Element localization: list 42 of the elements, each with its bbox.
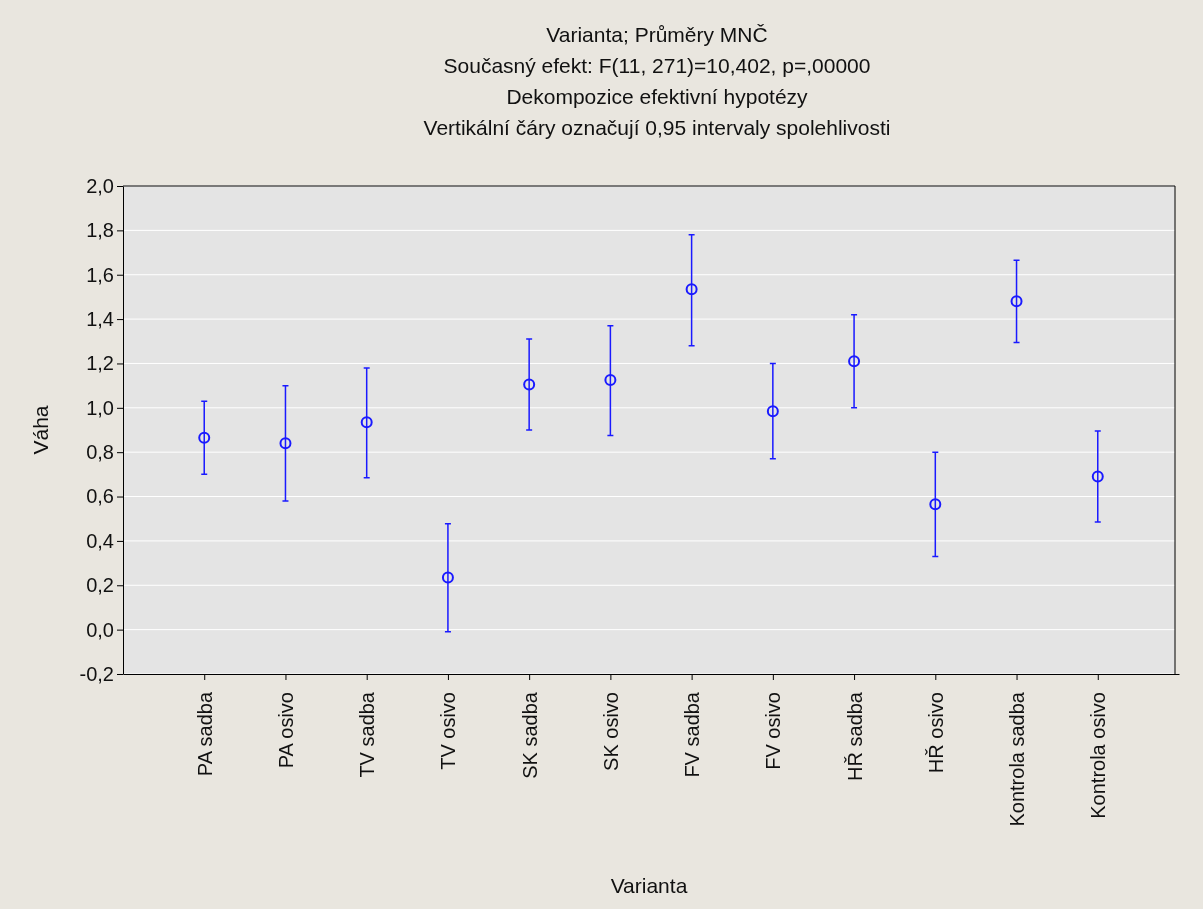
x-tick-label: Kontrola osivo [1087, 692, 1110, 819]
x-tick-label: PA osivo [274, 692, 297, 769]
chart-subtitle: Současný efekt: F(11, 271)=10,402, p=,00000 [443, 54, 871, 77]
point [848, 355, 861, 368]
x-axis-title: Varianta [610, 874, 688, 897]
y-axis-title: Váha [29, 405, 52, 455]
x-tick-label: FV osivo [762, 692, 785, 770]
y-tick-label: 0,2 [86, 574, 114, 597]
point [279, 437, 292, 450]
x-tick-label: FV sadba [681, 691, 704, 778]
y-tick-label: 0,0 [86, 618, 114, 641]
y-tick-label: 0,4 [86, 529, 114, 552]
text: Dekompozice efektivní hypotézy [506, 85, 809, 108]
y-tick-label: 1,4 [86, 307, 114, 330]
x-tick-label: SK sadba [518, 691, 541, 779]
text: Vertikální čáry označují 0,95 intervaly spolehlivosti [423, 116, 891, 139]
x-tick-label: TV sadba [356, 691, 379, 778]
x-tick-label: HŘ osivo [924, 692, 947, 774]
chart-title: Varianta; Průměry MNČ [546, 23, 768, 46]
point [441, 571, 454, 584]
point [198, 431, 211, 444]
point [604, 374, 617, 387]
y-tick-label: 1,6 [86, 263, 114, 286]
point [1091, 470, 1104, 483]
y-tick-label: 1,0 [86, 396, 114, 419]
point [766, 405, 779, 418]
x-tick-label: TV osivo [437, 692, 460, 770]
point [523, 378, 536, 391]
y-tick-label: 1,2 [86, 352, 114, 375]
y-tick-label: 1,8 [86, 219, 114, 242]
y-tick-label: 0,8 [86, 441, 114, 464]
x-tick-label: HŘ sadba [843, 691, 866, 781]
point [685, 283, 698, 296]
x-tick-label: SK osivo [599, 692, 622, 771]
x-tick-label: Kontrola sadba [1006, 691, 1029, 827]
y-tick-label: -0,2 [79, 662, 114, 685]
x-tick-label: PA sadba [193, 691, 216, 777]
y-tick-label: 2,0 [86, 174, 114, 197]
point [1010, 295, 1023, 308]
point [360, 416, 373, 429]
point [929, 498, 942, 511]
y-tick-label: 0,6 [86, 485, 114, 508]
